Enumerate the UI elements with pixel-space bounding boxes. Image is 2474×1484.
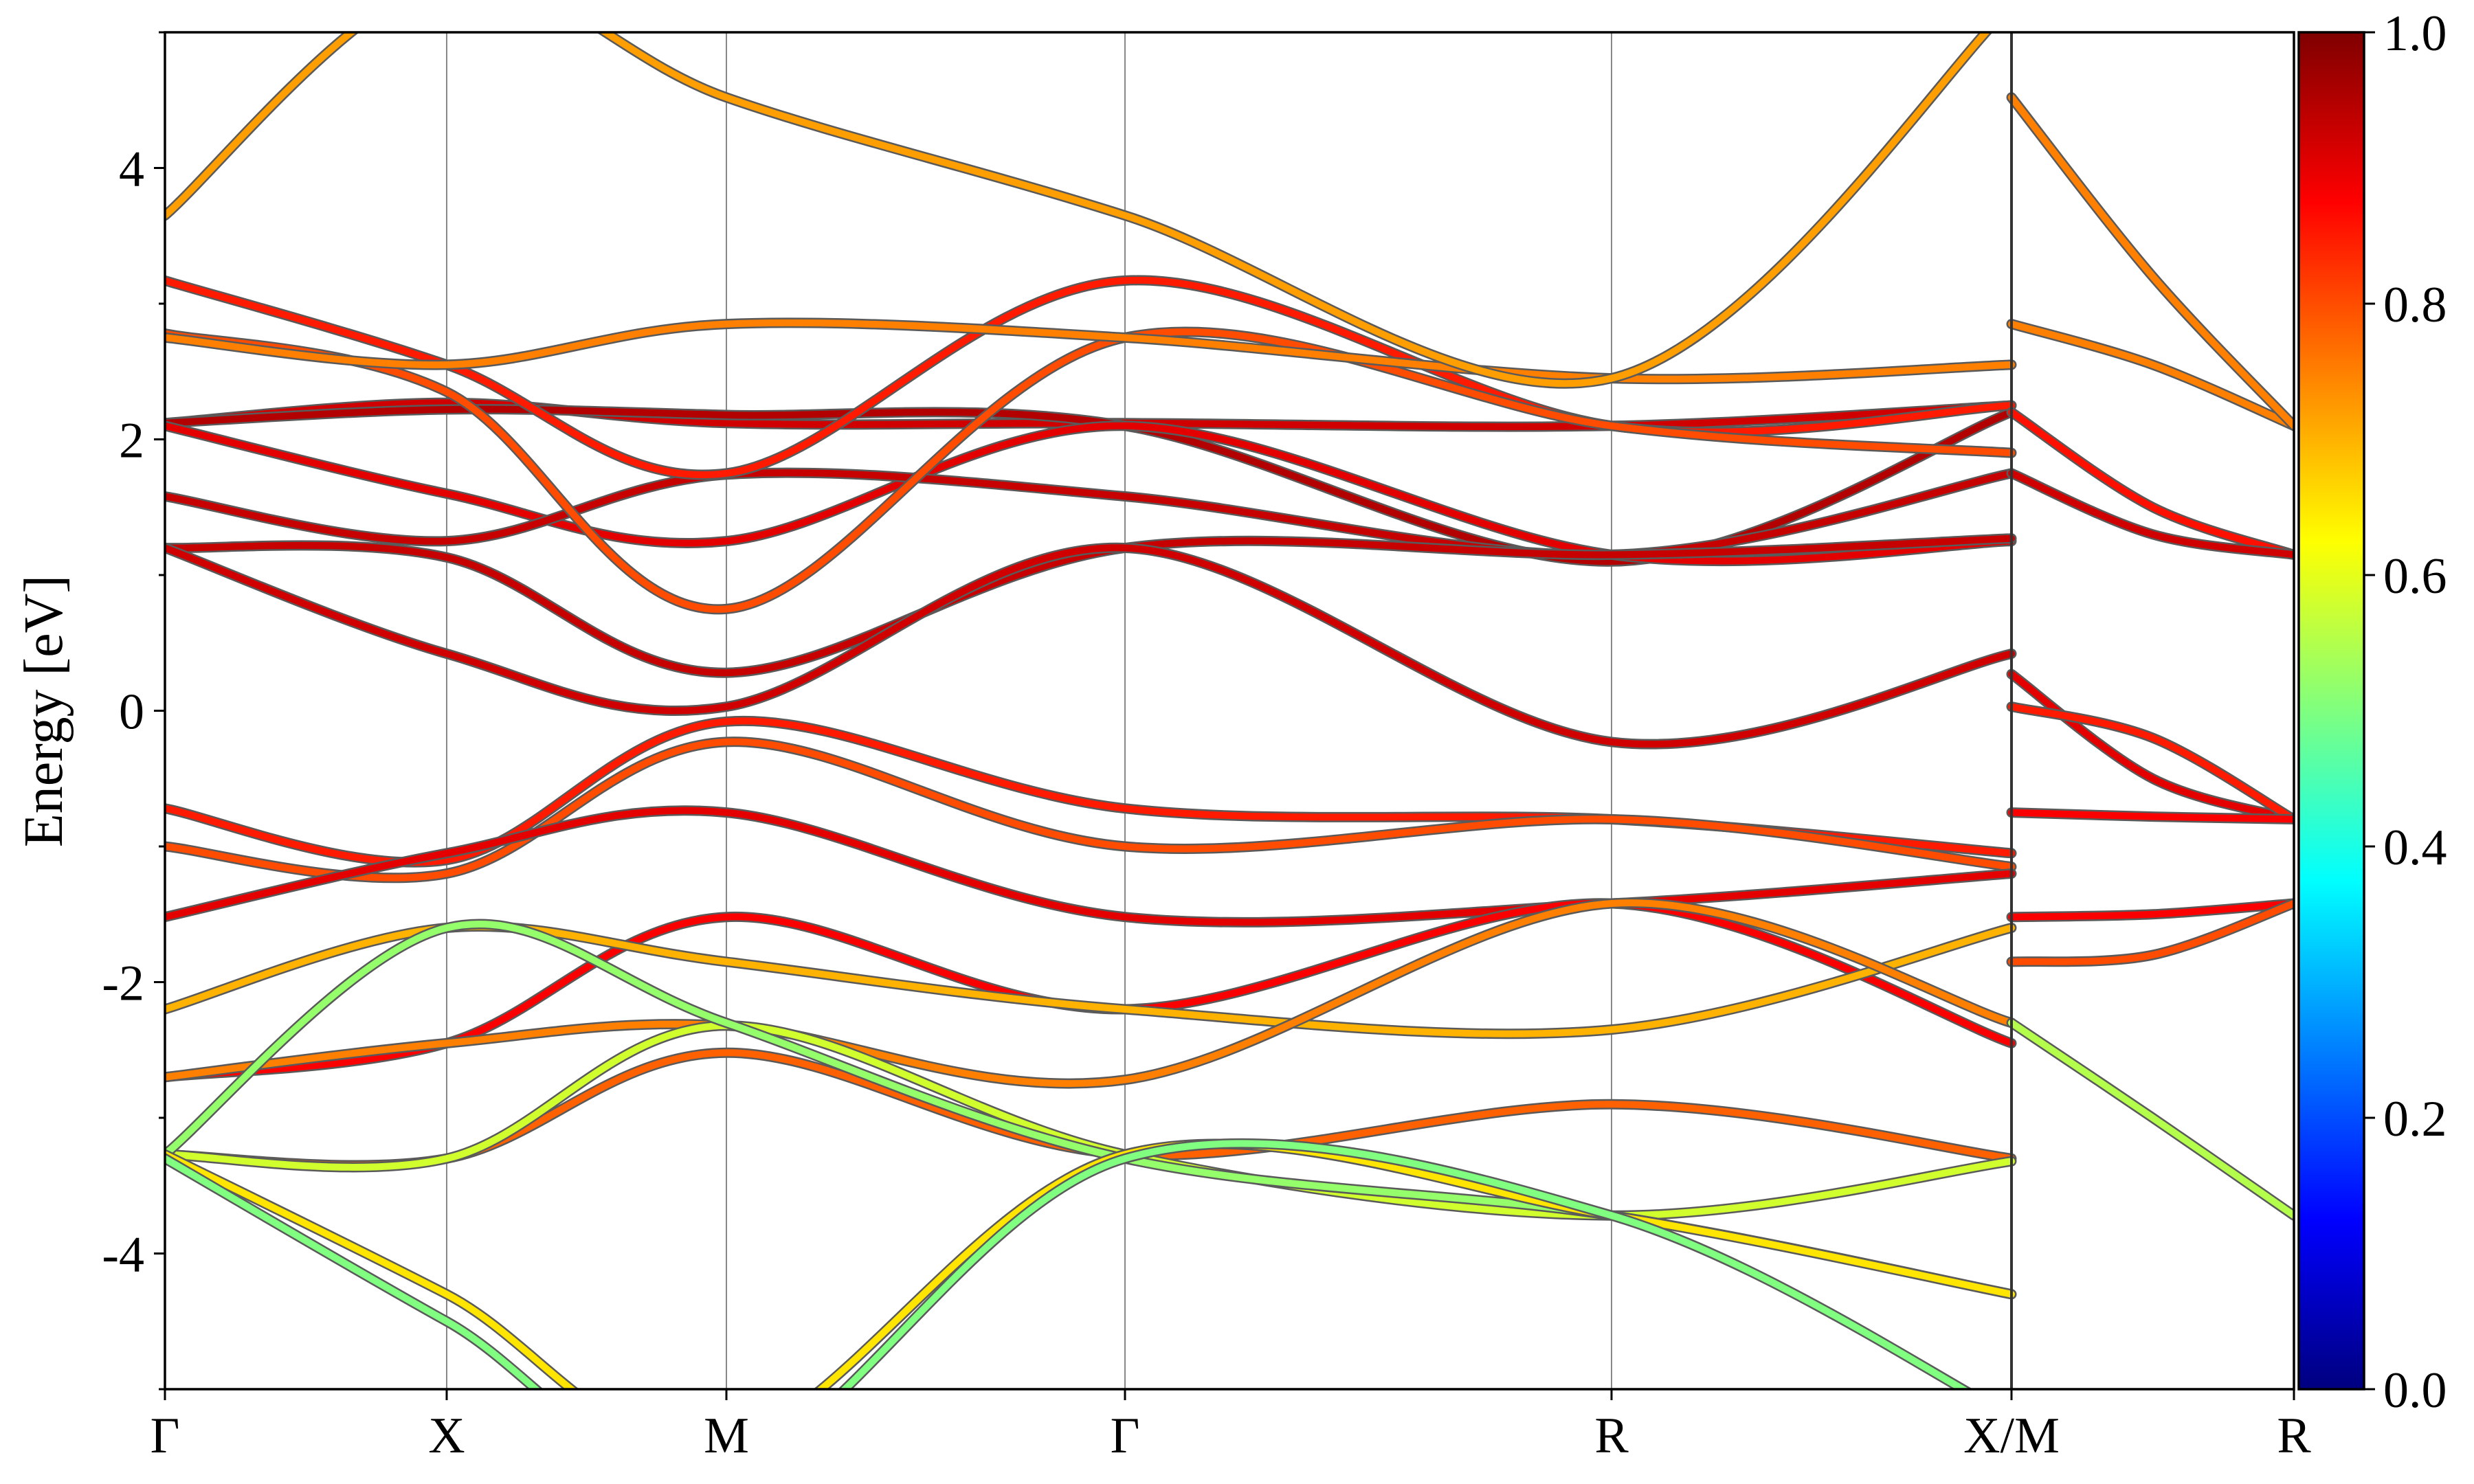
band-line-8 bbox=[165, 319, 2015, 383]
band-line-23 bbox=[2008, 671, 2294, 823]
colorbar-ticks: 0.0 0.2 0.4 0.6 0.8 1.0 bbox=[2364, 5, 2447, 1419]
y-tick-label: 4 bbox=[119, 142, 144, 198]
band-line-12 bbox=[165, 807, 2015, 926]
band-line-0 bbox=[165, 399, 2015, 431]
x-tick-label: Γ bbox=[151, 1408, 180, 1464]
band-line-4 bbox=[165, 535, 2015, 677]
band-line-20 bbox=[165, 1140, 1970, 1389]
plot-frame bbox=[164, 31, 2295, 1391]
colorbar-tick-label: 0.8 bbox=[2383, 277, 2447, 333]
colorbar-tick-label: 1.0 bbox=[2383, 5, 2447, 62]
band-line-9 bbox=[165, 32, 1991, 387]
colorbar-tick-label: 0.2 bbox=[2383, 1091, 2447, 1147]
x-tick-label: R bbox=[1594, 1408, 1629, 1464]
band-outline-14 bbox=[165, 921, 2017, 1039]
y-tick-label: -2 bbox=[102, 956, 144, 1012]
band-line-21 bbox=[2008, 409, 2294, 559]
colorbar-tick-label: 0.0 bbox=[2383, 1362, 2447, 1419]
band-line-5 bbox=[165, 544, 2015, 748]
band-line-28 bbox=[2008, 1019, 2294, 1219]
band-outline-24 bbox=[2006, 701, 2294, 824]
band-line-17 bbox=[165, 1022, 2015, 1219]
bands bbox=[165, 32, 2294, 1389]
band-line-14 bbox=[165, 923, 2015, 1037]
band-line-11 bbox=[165, 738, 2015, 881]
x-tick-label: M bbox=[704, 1408, 749, 1464]
colorbar bbox=[2297, 31, 2365, 1391]
band-line-25 bbox=[2008, 809, 2294, 823]
band-line-24 bbox=[2008, 703, 2294, 823]
y-tick-label: 2 bbox=[119, 413, 144, 469]
band-line-7 bbox=[165, 328, 2015, 613]
colorbar-tick-label: 0.4 bbox=[2383, 820, 2447, 876]
band-line-3 bbox=[165, 469, 2015, 559]
band-line-27 bbox=[2008, 900, 2294, 965]
x-tick-label: X bbox=[428, 1408, 465, 1464]
x-tick-label: Γ bbox=[1111, 1408, 1140, 1464]
band-outline-5 bbox=[165, 542, 2017, 750]
x-tick-label: X/M bbox=[1963, 1408, 2060, 1464]
x-tick-label: R bbox=[2277, 1408, 2311, 1464]
y-tick-label: -4 bbox=[102, 1227, 144, 1283]
y-tick-label: 0 bbox=[119, 684, 144, 741]
band-outline-17 bbox=[165, 1020, 2017, 1221]
y-axis-label: Energy [eV] bbox=[14, 575, 74, 847]
band-line-19 bbox=[165, 1140, 2015, 1389]
band-line-26 bbox=[2008, 900, 2294, 921]
band-outline-9 bbox=[165, 32, 1993, 389]
band-line-15 bbox=[165, 899, 2015, 1088]
band-outline-30 bbox=[2006, 92, 2294, 431]
band-line-30 bbox=[2008, 93, 2294, 429]
colorbar-tick-label: 0.6 bbox=[2383, 548, 2447, 605]
band-line-22 bbox=[2008, 469, 2294, 559]
band-line-2 bbox=[165, 422, 2015, 565]
axis-ticks: Γ X M Γ R X/M R -4 -2 0 2 4 bbox=[102, 31, 2311, 1464]
band-line-29 bbox=[2008, 320, 2294, 429]
